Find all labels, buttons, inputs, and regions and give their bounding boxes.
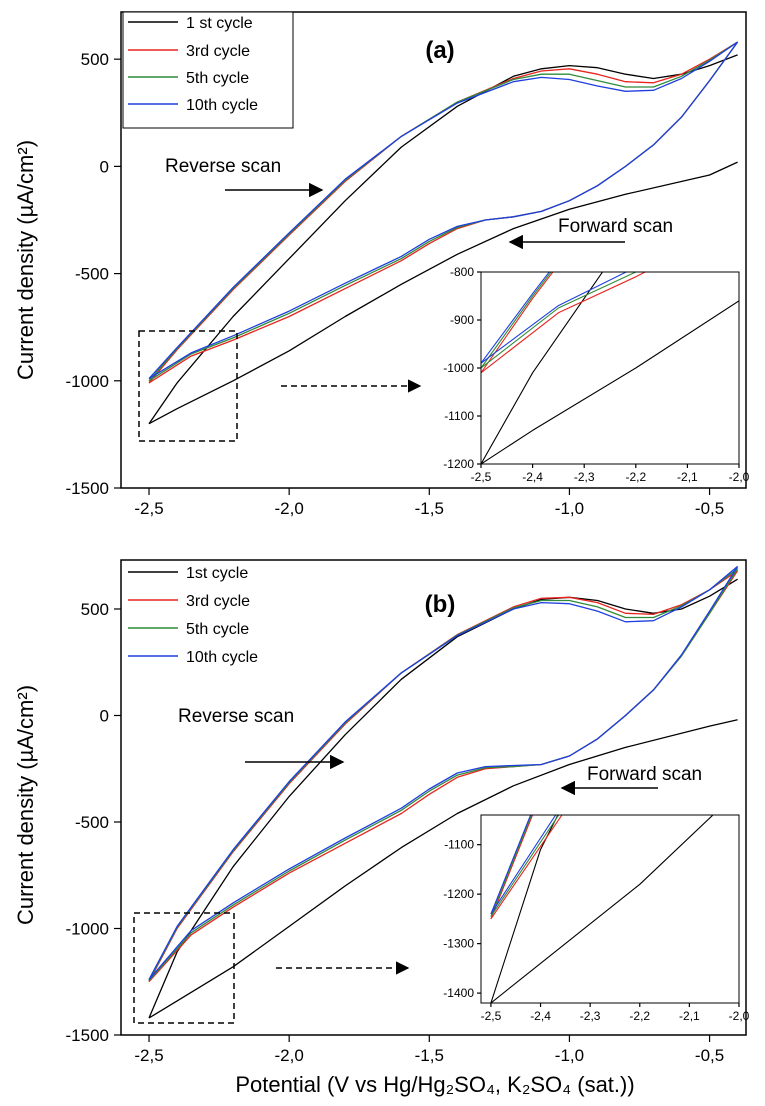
- series-line-reverse: [148, 41, 738, 380]
- x-tick-label: -1,0: [555, 499, 584, 518]
- reverse-scan-label: Reverse scan: [165, 156, 281, 177]
- inset-axes: -2,5 -2,4 -2,3 -2,2 -2,1 -2,0 -1200 -1100 -1000 -…: [443, 265, 749, 484]
- legend-label-4: 10th cycle: [186, 649, 258, 666]
- x-tick-label: -2,5: [134, 499, 163, 518]
- series-line-forward: [148, 161, 738, 425]
- zoom-region-box: [133, 912, 235, 1024]
- x-tick-label: -0,5: [695, 499, 724, 518]
- main-axes: -2,5 -2,0 -1,5 -1,0 -0,5 -1500 -1000 -500 0 500: [66, 559, 747, 1065]
- series-line-reverse: [148, 41, 738, 384]
- x-tick-label: -1,0: [555, 1046, 584, 1065]
- y-tick-label: -500: [75, 813, 109, 832]
- inset-clipped-curves: [481, 272, 739, 464]
- plot-frame: [120, 559, 747, 1036]
- y-tick-label: -1400: [443, 986, 474, 1000]
- x-axis-label: Potential (V vs Hg/Hg₂SO₄, K₂SO₄ (sat.)): [235, 1072, 634, 1097]
- plot-frame: [480, 814, 740, 1004]
- panel-a: -2,5 -2,0 -1,5 -1,0 -0,5 -1500 -1000 -500 0 500 1…: [66, 11, 750, 518]
- forward-scan-label: Forward scan: [558, 216, 673, 237]
- y-tick-label: 500: [81, 600, 109, 619]
- series-line-reverse: [148, 570, 738, 983]
- x-tick-label: -2,5: [481, 1009, 502, 1023]
- y-tick-label: -1000: [66, 372, 109, 391]
- x-tick-label: -2,2: [629, 1009, 650, 1023]
- legend-label-1: 1st cycle: [186, 565, 248, 582]
- y-tick-label: -1200: [443, 887, 474, 901]
- forward-scan-label: Forward scan: [587, 764, 702, 785]
- x-tick-label: -2,0: [275, 499, 304, 518]
- legend-label-3: 5th cycle: [186, 621, 249, 638]
- y-tick-label: -1000: [443, 361, 474, 375]
- legend-label-2: 3rd cycle: [186, 43, 250, 60]
- inset-clipped-curves: [490, 815, 714, 1003]
- x-tick-label: -2,3: [574, 470, 595, 484]
- x-tick-label: -2,5: [471, 470, 492, 484]
- y-tick-label: -800: [450, 265, 474, 279]
- x-tick-label: -2,4: [522, 470, 543, 484]
- x-tick-label: -2,4: [530, 1009, 551, 1023]
- series-line-reverse: [148, 565, 739, 980]
- x-tick-label: -2,0: [275, 1046, 304, 1065]
- series-line-forward: [148, 719, 738, 1019]
- x-tick-label: -2,5: [134, 1046, 163, 1065]
- y-tick-label: 500: [81, 50, 109, 69]
- series-line-forward: [148, 566, 739, 981]
- x-tick-label: -2,3: [580, 1009, 601, 1023]
- y-tick-label: -1500: [66, 1026, 109, 1045]
- main-axes: -2,5 -2,0 -1,5 -1,0 -0,5 -1500 -1000 -500 0 500: [66, 11, 747, 518]
- y-tick-label: 0: [100, 157, 109, 176]
- x-tick-label: -2,1: [677, 470, 698, 484]
- zoom-region-box: [138, 330, 238, 442]
- legend-box: [122, 11, 294, 129]
- y-tick-label: -1500: [66, 479, 109, 498]
- x-tick-label: -2,2: [625, 470, 646, 484]
- y-axis-label: Current density (µA/cm²): [13, 140, 38, 380]
- inset-background: [481, 815, 739, 1003]
- main-curves: [148, 565, 739, 1019]
- y-tick-label: -900: [450, 313, 474, 327]
- panel-label: (b): [425, 591, 456, 618]
- series-line-reverse: [148, 567, 738, 982]
- x-tick-label: -1,5: [415, 1046, 444, 1065]
- y-tick-label: -1000: [66, 919, 109, 938]
- panel-b: -2,5 -2,0 -1,5 -1,0 -0,5 -1500 -1000 -500 0 500 1…: [66, 559, 750, 1065]
- legend: 1 st cycle 3rd cycle 5th cycle 10th cycl…: [122, 11, 294, 129]
- y-axis-label-b: Current density (µA/cm²): [13, 685, 38, 925]
- main-curves: [148, 41, 739, 425]
- y-tick-label: -1300: [443, 937, 474, 951]
- legend-label-2: 3rd cycle: [186, 593, 250, 610]
- inset-curves: [481, 272, 739, 464]
- reverse-scan-label: Reverse scan: [178, 706, 294, 727]
- y-tick-label: -1200: [443, 457, 474, 471]
- series-line-forward: [481, 300, 739, 464]
- legend-label-4: 10th cycle: [186, 97, 258, 114]
- inset-axes: -2,5 -2,4 -2,3 -2,2 -2,1 -2,0 -1400 -1300 -1200 -…: [443, 814, 750, 1023]
- inset-background: [481, 272, 739, 464]
- x-tick-label: -0,5: [695, 1046, 724, 1065]
- y-tick-label: -1100: [444, 409, 474, 423]
- legend: 1st cycle 3rd cycle 5th cycle 10th cycle: [128, 565, 258, 666]
- series-line-forward: [148, 41, 739, 380]
- panel-label: (a): [425, 37, 454, 64]
- x-tick-label: -2,0: [729, 470, 750, 484]
- legend-label-3: 5th cycle: [186, 70, 249, 87]
- series-line-reverse: [148, 54, 738, 425]
- y-tick-label: -500: [75, 265, 109, 284]
- x-tick-label: -2,0: [729, 1009, 750, 1023]
- y-tick-label: 0: [100, 706, 109, 725]
- series-line-forward: [490, 815, 714, 1003]
- plot-frame: [120, 11, 747, 489]
- x-tick-label: -2,1: [679, 1009, 700, 1023]
- series-line-reverse: [148, 41, 738, 382]
- legend-label-1: 1 st cycle: [186, 15, 253, 32]
- inset-curves: [490, 815, 714, 1003]
- y-tick-label: -1100: [444, 838, 474, 852]
- x-tick-label: -1,5: [415, 499, 444, 518]
